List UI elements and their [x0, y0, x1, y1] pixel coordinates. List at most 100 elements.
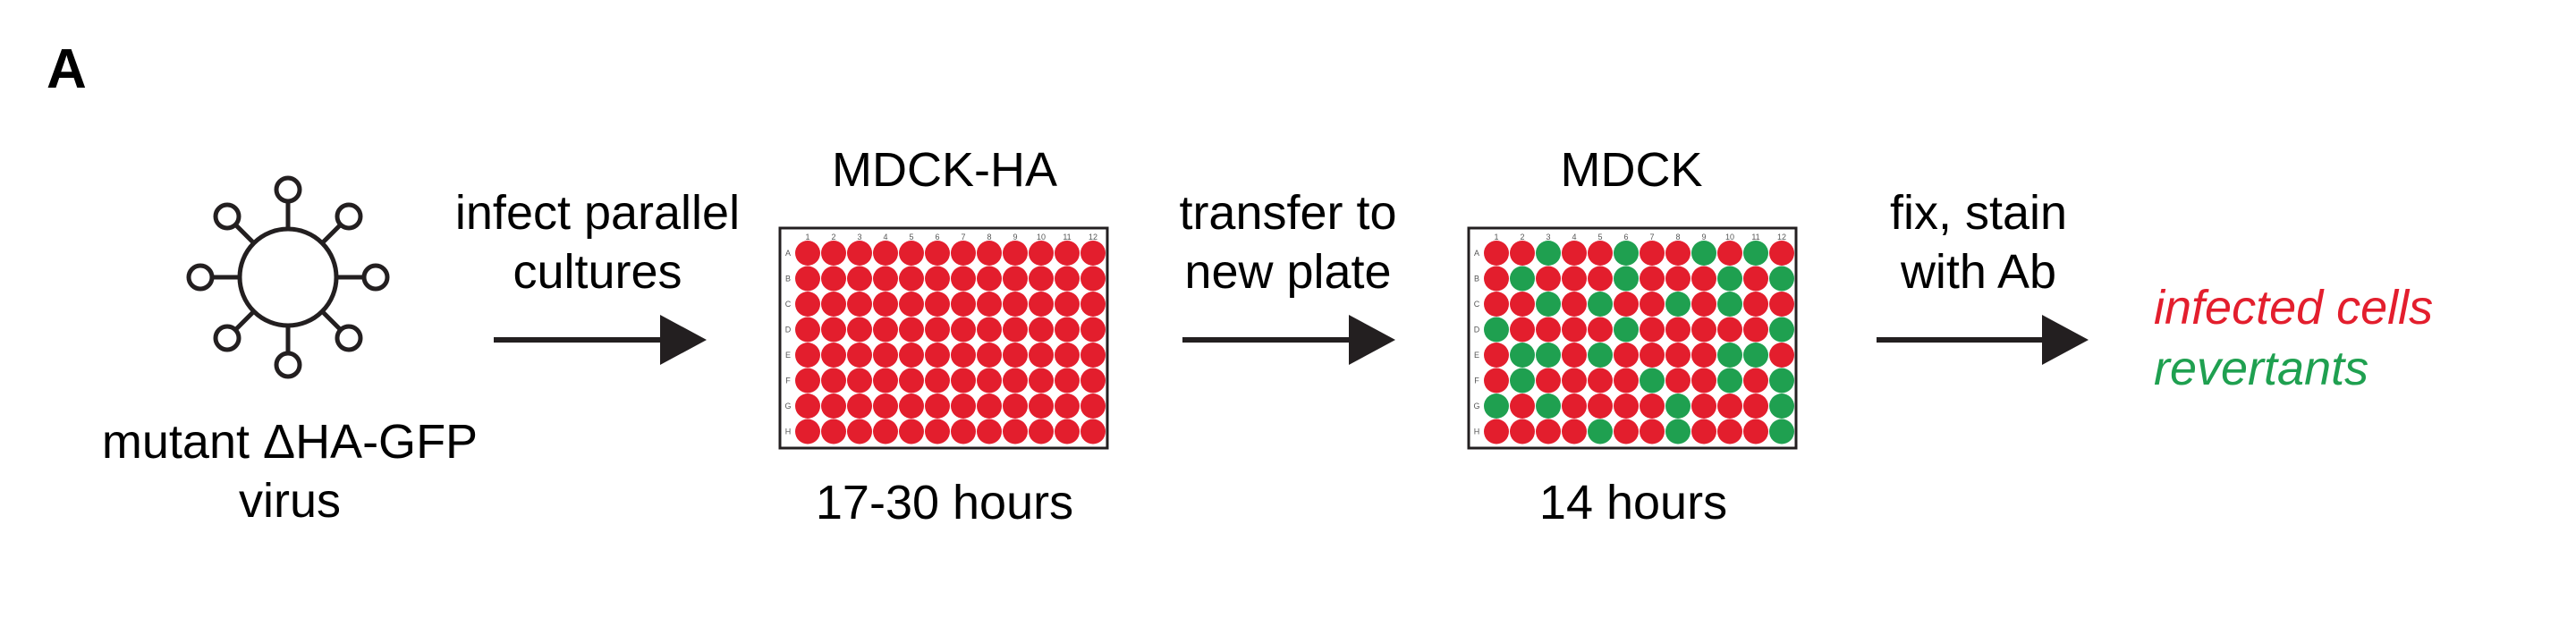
well-infected [795, 394, 820, 419]
well-infected [1536, 317, 1561, 343]
well-infected [1055, 343, 1080, 368]
well-infected [1029, 317, 1054, 343]
well-revertant [1640, 368, 1665, 394]
plate-col-label: 4 [1572, 233, 1576, 241]
plate-col-label: 8 [1675, 233, 1680, 241]
plate-row-label: F [785, 377, 791, 385]
well-infected [795, 317, 820, 343]
well-infected [925, 343, 950, 368]
well-infected [873, 241, 898, 266]
well-infected [899, 419, 924, 444]
well-revertant [1588, 419, 1613, 444]
well-infected [1614, 419, 1639, 444]
step-infect-line2: cultures [513, 245, 682, 299]
well-infected [1003, 266, 1028, 292]
well-infected [1665, 266, 1690, 292]
well-infected [1562, 292, 1587, 317]
well-infected [1562, 368, 1587, 394]
well-infected [1510, 241, 1535, 266]
arrow-fix [1877, 315, 2089, 365]
plate-col-label: 11 [1063, 233, 1071, 241]
well-infected [1588, 317, 1613, 343]
well-infected [1484, 266, 1509, 292]
well-infected [1003, 292, 1028, 317]
well-infected [1614, 394, 1639, 419]
well-infected [1665, 343, 1690, 368]
plate-col-label: 2 [1520, 233, 1524, 241]
well-infected [951, 266, 976, 292]
well-infected [1769, 292, 1794, 317]
well-infected [821, 394, 846, 419]
well-infected [1640, 317, 1665, 343]
well-infected [1510, 419, 1535, 444]
well-infected [1536, 368, 1561, 394]
well-revertant [1717, 292, 1742, 317]
well-infected [847, 394, 872, 419]
well-infected [1003, 343, 1028, 368]
well-infected [795, 368, 820, 394]
well-infected [899, 266, 924, 292]
plate-row-label: F [1474, 377, 1479, 385]
well-infected [977, 394, 1002, 419]
well-infected [821, 368, 846, 394]
well-revertant [1665, 394, 1690, 419]
well-infected [1055, 266, 1080, 292]
well-infected [873, 266, 898, 292]
well-infected [1640, 343, 1665, 368]
well-infected [977, 266, 1002, 292]
plate-col-label: 1 [1494, 233, 1498, 241]
well-infected [847, 266, 872, 292]
well-infected [1640, 419, 1665, 444]
well-infected [1717, 317, 1742, 343]
well-infected [925, 241, 950, 266]
well-infected [925, 394, 950, 419]
well-infected [847, 368, 872, 394]
well-infected [1614, 292, 1639, 317]
plate-row-label: D [1474, 326, 1480, 334]
well-revertant [1536, 394, 1561, 419]
well-infected [847, 317, 872, 343]
well-infected [1691, 317, 1716, 343]
well-infected [1640, 292, 1665, 317]
well-infected [821, 292, 846, 317]
well-infected [821, 419, 846, 444]
well-infected [951, 368, 976, 394]
plate-row-label: E [785, 351, 791, 360]
virus-icon [186, 175, 390, 379]
well-infected [1029, 343, 1054, 368]
well-infected [873, 292, 898, 317]
well-infected [1510, 292, 1535, 317]
virus-label-line1: mutant ΔHA-GFP [102, 415, 478, 469]
well-revertant [1484, 317, 1509, 343]
plate-col-label: 3 [1546, 233, 1550, 241]
well-infected [1588, 394, 1613, 419]
well-infected [1536, 266, 1561, 292]
well-revertant [1717, 343, 1742, 368]
well-infected [1614, 343, 1639, 368]
well-revertant [1614, 317, 1639, 343]
well-revertant [1536, 241, 1561, 266]
well-infected [1055, 419, 1080, 444]
well-infected [951, 343, 976, 368]
well-infected [795, 292, 820, 317]
plate-col-label: 6 [1623, 233, 1628, 241]
well-infected [1003, 317, 1028, 343]
well-infected [1588, 266, 1613, 292]
virus-label-line2: virus [239, 474, 341, 528]
well-infected [1080, 419, 1106, 444]
well-infected [795, 343, 820, 368]
well-infected [1691, 343, 1716, 368]
well-infected [925, 419, 950, 444]
well-revertant [1717, 266, 1742, 292]
well-infected [977, 368, 1002, 394]
plate-col-label: 1 [805, 233, 809, 241]
well-infected [1588, 368, 1613, 394]
plate-col-label: 12 [1777, 233, 1786, 241]
step-fix-line1: fix, stain [1890, 186, 2067, 240]
well-infected [1562, 241, 1587, 266]
well-infected [1003, 241, 1028, 266]
step-transfer-line2: new plate [1184, 245, 1391, 299]
well-infected [1717, 394, 1742, 419]
well-revertant [1769, 317, 1794, 343]
